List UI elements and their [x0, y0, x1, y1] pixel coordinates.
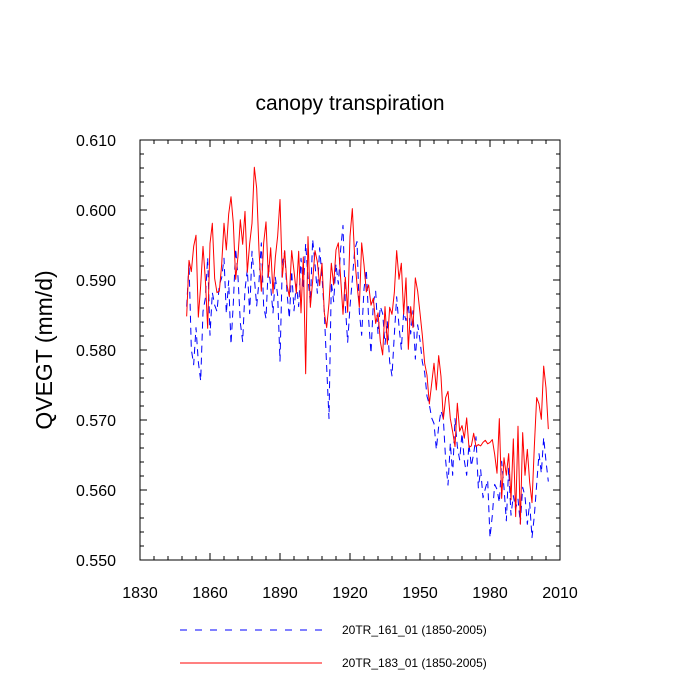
y-tick-label: 0.560 — [76, 483, 116, 500]
y-tick-labels: 0.550 0.560 0.570 0.580 0.590 0.600 0.610 — [76, 133, 116, 570]
legend-label-1: 20TR_161_01 (1850-2005) — [342, 623, 487, 637]
y-tick-label: 0.570 — [76, 413, 116, 430]
x-tick-label: 1830 — [122, 585, 158, 602]
x-tick-label: 1950 — [402, 585, 438, 602]
series-line-2 — [186, 166, 549, 525]
x-tick-label: 1920 — [332, 585, 368, 602]
y-tick-label: 0.550 — [76, 553, 116, 570]
x-tick-labels: 1830 1860 1890 1920 1950 1980 2010 — [122, 585, 578, 602]
axis-ticks — [139, 139, 561, 561]
legend-label-2: 20TR_183_01 (1850-2005) — [342, 656, 487, 670]
x-tick-label: 1860 — [192, 585, 228, 602]
y-tick-label: 0.590 — [76, 273, 116, 290]
chart-title: canopy transpiration — [255, 92, 444, 115]
x-tick-label: 1980 — [472, 585, 508, 602]
y-tick-label: 0.610 — [76, 133, 116, 150]
legend: 20TR_161_01 (1850-2005) 20TR_183_01 (1850… — [180, 623, 487, 670]
x-tick-label: 1890 — [262, 585, 298, 602]
series-lines — [186, 166, 549, 539]
plot-frame — [139, 139, 561, 561]
y-tick-label: 0.580 — [76, 343, 116, 360]
series-line-1 — [186, 224, 549, 539]
y-tick-label: 0.600 — [76, 203, 116, 220]
y-axis-label: QVEGT (mm/d) — [31, 270, 57, 429]
x-tick-label: 2010 — [542, 585, 578, 602]
